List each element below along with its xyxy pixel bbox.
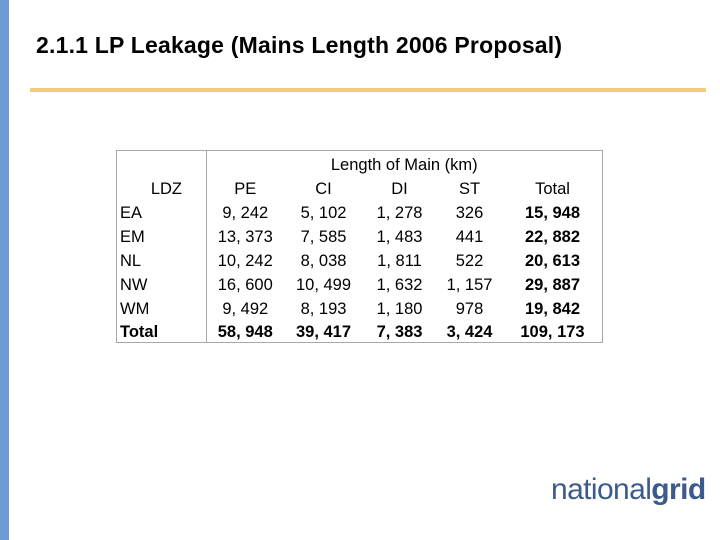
row-ldz: NL: [116, 246, 207, 271]
header-edge: [601, 174, 603, 199]
table-total-row: Total 58, 948 39, 417 7, 383 3, 424 109,…: [116, 318, 603, 343]
row-di: 1, 278: [376, 203, 423, 222]
row-edge: [601, 198, 603, 223]
row-total: 29, 887: [524, 275, 581, 294]
row-edge: [601, 270, 603, 295]
row-ci: 7, 585: [300, 227, 347, 246]
row-pe: 13, 373: [217, 227, 273, 246]
row-ci: 10, 499: [295, 275, 352, 294]
row-di: 1, 632: [376, 275, 423, 294]
col-header-pe: PE: [234, 179, 257, 198]
table-row: WM 9, 492 8, 193 1, 180 978 19, 842: [116, 294, 603, 319]
title-underline: [30, 88, 706, 92]
row-st: 1, 157: [446, 275, 493, 294]
row-ci: 5, 102: [300, 203, 347, 222]
row-pe: 9, 492: [222, 299, 269, 318]
mains-length-table: Length of Main (km) LDZ PE CI DI ST Tota…: [116, 150, 603, 343]
row-total: 19, 842: [524, 299, 581, 318]
col-header-di: DI: [391, 179, 408, 198]
row-edge: [601, 294, 603, 319]
row-edge: [601, 222, 603, 247]
row-pe: 16, 600: [217, 275, 273, 294]
row-pe: 9, 242: [222, 203, 269, 222]
row-ldz: Total: [116, 318, 207, 343]
row-st: 3, 424: [435, 318, 504, 343]
row-edge: [601, 318, 603, 343]
row-st: 522: [455, 251, 484, 270]
row-di: 1, 811: [377, 251, 422, 270]
table-row: EM 13, 373 7, 585 1, 483 441 22, 882: [116, 222, 603, 247]
slide-title: 2.1.1 LP Leakage (Mains Length 2006 Prop…: [36, 32, 563, 58]
ldz-header-spacer: [116, 150, 207, 175]
row-pe: 58, 948: [206, 318, 284, 343]
col-header-ci: CI: [315, 179, 332, 198]
row-st: 978: [455, 299, 484, 318]
row-ldz: NW: [116, 270, 207, 295]
col-header-st: ST: [458, 179, 481, 198]
logo-text-national: national: [551, 473, 652, 506]
logo-text-grid: grid: [651, 473, 706, 506]
table-row: EA 9, 242 5, 102 1, 278 326 15, 948: [116, 198, 603, 223]
row-di: 1, 180: [376, 299, 423, 318]
row-ldz: EA: [116, 198, 207, 223]
col-header-ldz: LDZ: [116, 174, 207, 199]
table-row: NL 10, 242 8, 038 1, 811 522 20, 613: [116, 246, 603, 271]
row-di: 7, 383: [363, 318, 436, 343]
row-di: 1, 483: [376, 227, 423, 246]
row-total: 20, 613: [524, 251, 581, 270]
row-ldz: WM: [116, 294, 207, 319]
group-header: Length of Main (km): [206, 150, 602, 175]
row-total: 15, 948: [524, 203, 581, 222]
row-edge: [601, 246, 603, 271]
row-st: 441: [455, 227, 484, 246]
left-accent-bar: [0, 0, 9, 540]
row-ci: 39, 417: [283, 318, 364, 343]
national-grid-logo: nationalgrid: [551, 473, 706, 507]
row-total: 109, 173: [503, 318, 602, 343]
row-total: 22, 882: [524, 227, 581, 246]
table-header-row-2: LDZ PE CI DI ST Total: [116, 174, 603, 199]
table-row: NW 16, 600 10, 499 1, 632 1, 157 29, 887: [116, 270, 603, 295]
row-ci: 8, 193: [300, 299, 347, 318]
table-header-row-1: Length of Main (km): [116, 150, 603, 175]
row-ldz: EM: [116, 222, 207, 247]
row-st: 326: [455, 203, 484, 222]
header-edge: [601, 150, 603, 175]
col-header-total: Total: [535, 179, 570, 198]
row-pe: 10, 242: [217, 251, 273, 270]
row-ci: 8, 038: [300, 251, 347, 270]
